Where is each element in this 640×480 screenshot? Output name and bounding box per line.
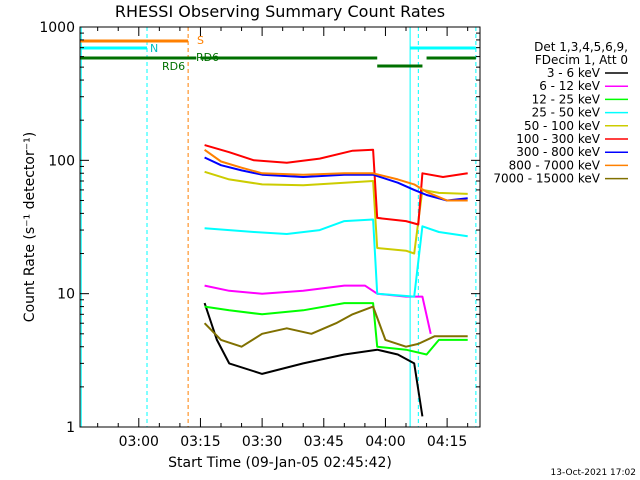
timestamp: 13-Oct-2021 17:02: [551, 468, 636, 478]
legend-header: Det 1,3,4,5,6,9,: [534, 40, 628, 54]
series-line: [204, 148, 468, 202]
x-axis-label: Start Time (09-Jan-05 02:45:42): [168, 455, 392, 471]
series-line: [204, 218, 468, 298]
legend-label: 25 - 50 keV: [532, 106, 601, 120]
x-tick-label: 04:15: [427, 434, 467, 450]
legend-label: 7000 - 15000 keV: [493, 172, 600, 186]
series-line: [203, 305, 468, 348]
legend-label: 300 - 800 keV: [516, 145, 600, 159]
legend-label: 3 - 6 keV: [547, 66, 601, 80]
x-tick-label: 03:00: [119, 434, 159, 450]
y-tick-label: 10: [57, 287, 75, 303]
y-tick-label: 1: [66, 420, 75, 436]
series-line: [203, 302, 424, 417]
plot-frame: [79, 26, 481, 428]
legend-label: 50 - 100 keV: [524, 119, 601, 133]
status-label: RD6: [162, 60, 185, 73]
y-axis-label: Count Rate (s⁻¹ detector⁻¹): [22, 132, 38, 322]
x-tick-label: 03:30: [242, 434, 282, 450]
legend-label: 6 - 12 keV: [539, 79, 601, 93]
chart-title: RHESSI Observing Summary Count Rates: [115, 2, 445, 21]
series-line: [204, 302, 468, 356]
y-tick-label: 100: [48, 153, 75, 169]
x-axis: 03:00 03:15 03:30 03:45 04:00 04:15: [97, 27, 469, 450]
legend: Det 1,3,4,5,6,9,FDecim 1, Att 03 - 6 keV…: [493, 40, 628, 186]
legend-label: 800 - 7000 keV: [509, 158, 601, 172]
series-lines: [203, 144, 468, 417]
legend-label: 12 - 25 keV: [532, 92, 601, 106]
x-tick-label: 04:00: [365, 434, 405, 450]
status-label: RD6: [196, 51, 219, 64]
series-line: [204, 144, 468, 226]
y-tick-label: 1000: [39, 20, 75, 36]
legend-label: 100 - 300 keV: [516, 132, 600, 146]
series-line: [204, 156, 468, 202]
y-axis: 1 10 100 1000: [39, 20, 480, 436]
x-tick-label: 03:15: [180, 434, 220, 450]
status-label: N: [150, 42, 158, 55]
status-label: S: [197, 34, 204, 47]
legend-header: FDecim 1, Att 0: [535, 53, 628, 67]
status-bars: S N RD6 RD6: [80, 34, 476, 73]
x-tick-label: 03:45: [304, 434, 344, 450]
